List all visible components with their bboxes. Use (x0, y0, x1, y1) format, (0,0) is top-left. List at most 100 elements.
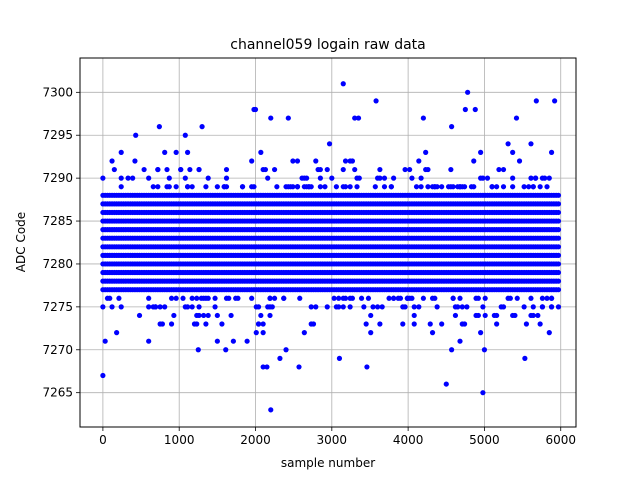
data-point (235, 295, 241, 301)
data-point (455, 304, 461, 310)
data-point (461, 321, 468, 327)
data-point (277, 355, 283, 361)
data-point (260, 330, 266, 336)
data-point (370, 304, 376, 310)
data-point (184, 149, 191, 155)
data-point (402, 166, 408, 173)
data-point (271, 295, 278, 301)
data-point (269, 304, 275, 310)
data-point (317, 175, 323, 181)
data-point (358, 295, 365, 301)
data-point (413, 184, 420, 190)
data-point (100, 175, 106, 181)
data-point (480, 175, 486, 181)
data-point (157, 304, 163, 310)
data-point (260, 321, 266, 327)
data-point (429, 330, 436, 336)
data-point (255, 304, 262, 310)
y-axis-ticks: 7265 7270 7275 7280 7285 7290 7295 7300 (42, 85, 80, 400)
data-point (349, 295, 356, 301)
data-point (427, 321, 433, 327)
data-point (512, 312, 518, 319)
data-point (537, 184, 543, 190)
data-point (290, 158, 296, 164)
data-point (355, 115, 362, 121)
data-point (189, 184, 195, 190)
data-point (125, 175, 131, 181)
data-point (411, 312, 417, 319)
data-point (494, 184, 500, 190)
data-point (274, 184, 280, 190)
y-axis-label: ADC Code (14, 212, 28, 272)
data-point (365, 295, 372, 301)
data-point (484, 175, 491, 181)
data-point (171, 312, 177, 319)
data-point (521, 304, 527, 310)
data-point (184, 184, 191, 190)
data-point (132, 158, 138, 164)
data-point (347, 184, 353, 190)
data-point (155, 184, 161, 190)
data-point (203, 184, 209, 190)
data-point (146, 295, 152, 301)
data-point (526, 184, 532, 190)
y-tick-label: 7270 (42, 343, 73, 357)
data-point (516, 158, 523, 164)
x-axis-label: sample number (281, 456, 375, 470)
data-point (548, 304, 555, 310)
data-point (530, 312, 536, 319)
data-point (420, 295, 426, 301)
data-point (409, 175, 415, 181)
data-point (537, 321, 543, 327)
data-point (505, 141, 511, 147)
data-point (255, 321, 262, 327)
data-point (194, 321, 200, 327)
data-point (546, 175, 552, 181)
data-point (377, 175, 383, 181)
data-point (173, 184, 179, 190)
data-point (418, 175, 424, 181)
data-point (180, 295, 186, 301)
data-point (386, 295, 392, 301)
data-point (532, 175, 539, 181)
x-tick-label: 5000 (469, 433, 500, 447)
data-point (226, 295, 232, 301)
data-point (352, 115, 358, 121)
data-point (136, 312, 143, 319)
data-point (555, 235, 562, 241)
data-point (173, 295, 179, 301)
data-point (496, 166, 502, 173)
data-point (354, 184, 360, 190)
data-point (264, 364, 270, 370)
data-point (482, 312, 488, 319)
data-point (199, 124, 205, 130)
data-point (364, 364, 370, 370)
data-point (268, 407, 274, 413)
data-point (555, 201, 562, 207)
data-point (244, 338, 250, 344)
data-point (391, 175, 397, 181)
data-point (533, 98, 539, 104)
data-point (118, 175, 124, 181)
data-point (230, 338, 236, 344)
data-point (373, 98, 379, 104)
data-point (252, 106, 259, 113)
data-point (409, 295, 415, 301)
data-point (111, 166, 117, 173)
data-point (258, 312, 264, 319)
data-point (317, 184, 323, 190)
data-point (500, 166, 507, 173)
data-point (546, 330, 552, 336)
data-point (281, 295, 287, 301)
data-point (434, 184, 440, 190)
data-point (449, 124, 455, 130)
data-point (478, 149, 484, 155)
data-point (375, 304, 381, 310)
x-tick-label: 3000 (317, 433, 348, 447)
y-tick-label: 7295 (42, 128, 73, 142)
data-point (223, 184, 230, 190)
data-point (258, 149, 264, 155)
data-point (489, 184, 495, 190)
data-point (555, 252, 562, 258)
data-point (523, 321, 530, 327)
